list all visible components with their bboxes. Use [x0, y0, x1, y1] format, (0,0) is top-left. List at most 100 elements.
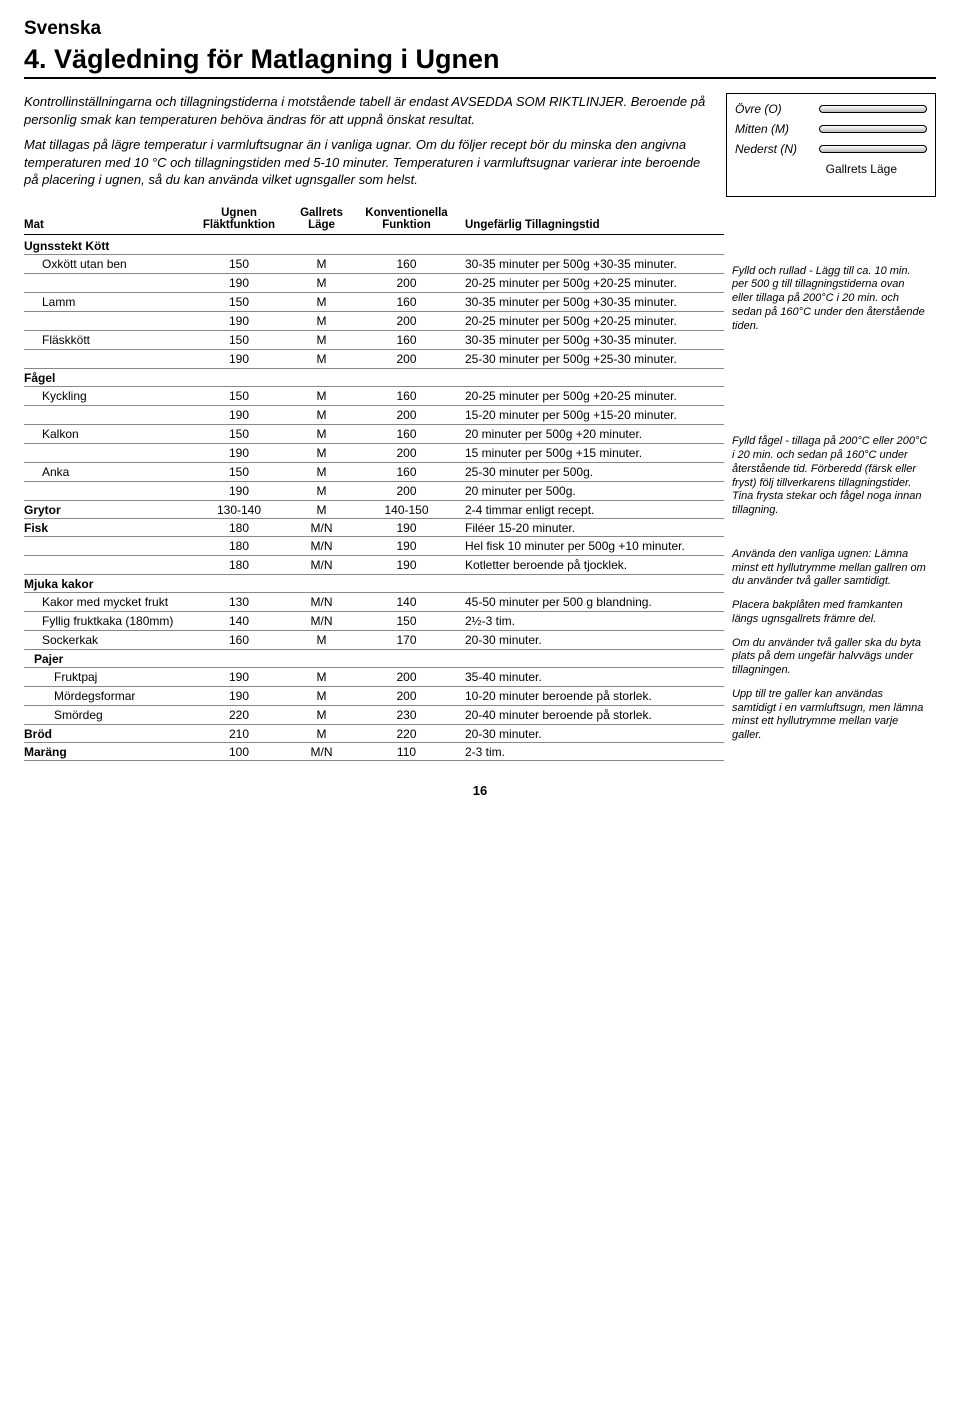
table-row: Kyckling150M16020-25 minuter per 500g +2…	[24, 387, 724, 406]
table-row: Kalkon150M16020 minuter per 500g +20 min…	[24, 425, 724, 444]
note-poultry: Fylld fågel - tillaga på 200°C eller 200…	[732, 435, 928, 518]
fan-temp: 220	[189, 708, 289, 722]
food-name: Smördeg	[24, 708, 189, 722]
food-name: Oxkött utan ben	[24, 257, 189, 271]
rack-pos: M	[289, 503, 354, 517]
food-name: Mördegsformar	[24, 689, 189, 703]
page-number: 16	[24, 783, 936, 798]
food-name: Fruktpaj	[24, 670, 189, 684]
intro-section: Kontrollinställningarna och tillagningst…	[24, 93, 936, 197]
conv-temp: 200	[354, 689, 459, 703]
conv-temp: 220	[354, 727, 459, 741]
cook-time: 20 minuter per 500g.	[459, 484, 724, 498]
table-row: Mördegsformar190M20010-20 minuter beroen…	[24, 687, 724, 706]
cook-time: 20-40 minuter beroende på storlek.	[459, 708, 724, 722]
fan-temp: 180	[189, 521, 289, 535]
rack-pos: M	[289, 408, 354, 422]
rack-pos: M	[289, 727, 354, 741]
conv-temp: 190	[354, 539, 459, 553]
fan-temp: 130	[189, 595, 289, 609]
food-name: Grytor	[24, 503, 189, 517]
conv-temp: 200	[354, 408, 459, 422]
rack-pos: M	[289, 670, 354, 684]
intro-paragraph-2: Mat tillagas på lägre temperatur i varml…	[24, 136, 714, 189]
cook-time: 30-35 minuter per 500g +30-35 minuter.	[459, 257, 724, 271]
cook-time: 25-30 minuter per 500g.	[459, 465, 724, 479]
fan-temp: 210	[189, 727, 289, 741]
rack-pos: M	[289, 708, 354, 722]
section-header: Pajer	[24, 650, 724, 668]
rack-upper-label: Övre (O)	[735, 102, 813, 116]
table-row: Bröd210M22020-30 minuter.	[24, 725, 724, 743]
fan-temp: 160	[189, 633, 289, 647]
section-header: Fågel	[24, 369, 724, 387]
conv-temp: 190	[354, 521, 459, 535]
fan-temp: 140	[189, 614, 289, 628]
rack-pos: M/N	[289, 558, 354, 572]
table-row: Kakor med mycket frukt130M/N14045-50 min…	[24, 593, 724, 612]
rack-pos: M	[289, 257, 354, 271]
table-row: Sockerkak160M17020-30 minuter.	[24, 631, 724, 650]
col-conv: KonventionellaFunktion	[354, 207, 459, 232]
conv-temp: 110	[354, 745, 459, 759]
rack-pos: M/N	[289, 595, 354, 609]
fan-temp: 190	[189, 352, 289, 366]
rack-position-diagram: Övre (O) Mitten (M) Nederst (N) Gallrets…	[726, 93, 936, 197]
col-mat: Mat	[24, 219, 189, 232]
col-time: Ungefärlig Tillagningstid	[459, 219, 724, 232]
conv-temp: 140	[354, 595, 459, 609]
rack-pos: M	[289, 689, 354, 703]
fan-temp: 150	[189, 257, 289, 271]
rack-slot-icon	[819, 105, 927, 113]
rack-pos: M/N	[289, 614, 354, 628]
rack-pos: M	[289, 333, 354, 347]
table-row: 190M20020-25 minuter per 500g +20-25 min…	[24, 312, 724, 331]
conv-temp: 200	[354, 446, 459, 460]
rack-pos: M	[289, 446, 354, 460]
section-header: Ugnsstekt Kött	[24, 237, 724, 255]
rack-pos: M	[289, 352, 354, 366]
cooking-table: Mat UgnenFläktfunktion GallretsLäge Konv…	[24, 207, 724, 761]
note-swap: Om du använder två galler ska du byta pl…	[732, 637, 928, 678]
fan-temp: 150	[189, 295, 289, 309]
cook-time: 30-35 minuter per 500g +30-35 minuter.	[459, 333, 724, 347]
conv-temp: 140-150	[354, 503, 459, 517]
fan-temp: 190	[189, 408, 289, 422]
food-name: Kalkon	[24, 427, 189, 441]
cook-time: 2-3 tim.	[459, 745, 724, 759]
conv-temp: 160	[354, 427, 459, 441]
table-row: 190M20020-25 minuter per 500g +20-25 min…	[24, 274, 724, 293]
conv-temp: 190	[354, 558, 459, 572]
rack-pos: M	[289, 484, 354, 498]
fan-temp: 150	[189, 427, 289, 441]
conv-temp: 200	[354, 352, 459, 366]
conv-temp: 160	[354, 465, 459, 479]
note-tray: Placera bakplåten med framkanten längs u…	[732, 599, 928, 627]
table-row: Fläskkött150M16030-35 minuter per 500g +…	[24, 331, 724, 350]
col-position: GallretsLäge	[289, 207, 354, 232]
table-row: Oxkött utan ben150M16030-35 minuter per …	[24, 255, 724, 274]
rack-pos: M/N	[289, 539, 354, 553]
rack-pos: M	[289, 427, 354, 441]
table-row: Grytor130-140M140-1502-4 timmar enligt r…	[24, 501, 724, 519]
intro-paragraph-1: Kontrollinställningarna och tillagningst…	[24, 93, 714, 128]
rack-pos: M	[289, 633, 354, 647]
cook-time: Hel fisk 10 minuter per 500g +10 minuter…	[459, 539, 724, 553]
table-row: Maräng100M/N1102-3 tim.	[24, 743, 724, 761]
table-row: 180M/N190Hel fisk 10 minuter per 500g +1…	[24, 537, 724, 556]
page-title: 4. Vägledning för Matlagning i Ugnen	[24, 44, 936, 79]
fan-temp: 180	[189, 539, 289, 553]
table-row: Anka150M16025-30 minuter per 500g.	[24, 463, 724, 482]
food-name: Kyckling	[24, 389, 189, 403]
conv-temp: 230	[354, 708, 459, 722]
cook-time: 15-20 minuter per 500g +15-20 minuter.	[459, 408, 724, 422]
fan-temp: 190	[189, 689, 289, 703]
rack-pos: M/N	[289, 745, 354, 759]
cook-time: Filéer 15-20 minuter.	[459, 521, 724, 535]
cook-time: 20-25 minuter per 500g +20-25 minuter.	[459, 389, 724, 403]
conv-temp: 200	[354, 670, 459, 684]
cook-time: 20-25 minuter per 500g +20-25 minuter.	[459, 276, 724, 290]
fan-temp: 190	[189, 446, 289, 460]
cook-time: 20-30 minuter.	[459, 633, 724, 647]
cook-time: 2½-3 tim.	[459, 614, 724, 628]
